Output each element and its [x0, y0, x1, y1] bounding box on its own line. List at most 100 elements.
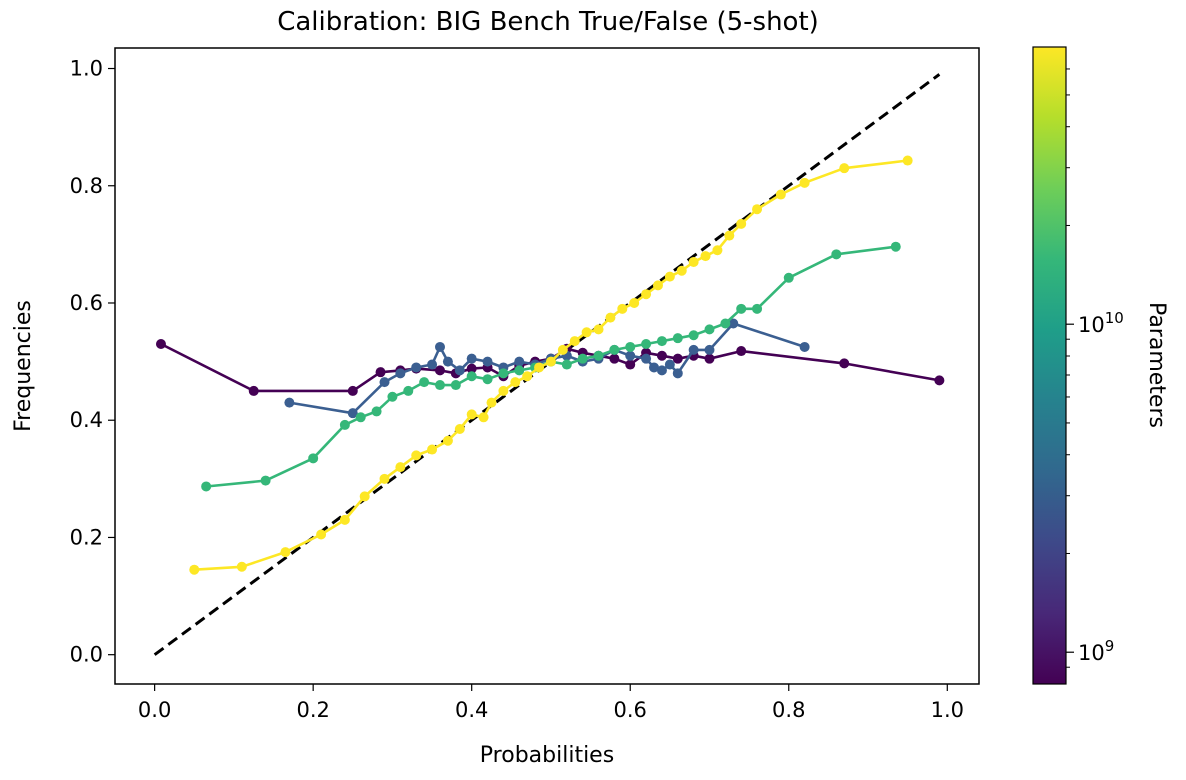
series-3-point — [629, 297, 640, 308]
series-3-point — [442, 435, 453, 446]
series-0-point — [434, 365, 445, 376]
series-3-point — [522, 371, 533, 382]
series-0 — [155, 339, 945, 396]
colorbar-label: Parameters — [1144, 302, 1169, 428]
series-3-point — [316, 529, 327, 540]
series-2-point — [783, 272, 794, 283]
series-0-line — [160, 342, 940, 393]
series-3-point — [775, 189, 786, 200]
series-1-point — [395, 368, 406, 379]
colorbar: 109 1010 Parameters — [1032, 46, 1169, 685]
series-2-point — [308, 453, 319, 464]
series-3-point — [395, 462, 406, 473]
chart-title: Calibration: BIG Bench True/False (5-sho… — [277, 7, 819, 37]
series-0-point — [248, 385, 259, 396]
series-3-point — [534, 362, 545, 373]
x-tick-label: 0.0 — [138, 698, 171, 722]
series-0-point — [672, 353, 683, 364]
series-1-point — [434, 341, 445, 352]
series-0-point — [656, 350, 667, 361]
series-0-point — [934, 375, 945, 386]
series-1-point — [704, 344, 715, 355]
series-2-point — [672, 333, 683, 344]
x-axis: 0.0 0.2 0.4 0.6 0.8 1.0 — [138, 684, 964, 722]
series-3-point — [411, 450, 422, 461]
series-0-point — [736, 346, 747, 357]
series-2-point — [514, 365, 525, 376]
series-3-point — [498, 385, 509, 396]
series-2-point — [831, 249, 842, 260]
series-3-point — [557, 344, 568, 355]
series-1-line — [289, 322, 806, 415]
series-3-point — [280, 547, 291, 558]
series-0-point — [704, 353, 715, 364]
series-0-point — [347, 385, 358, 396]
series-3-point — [902, 155, 913, 166]
series-3-point — [617, 303, 628, 314]
series-2-point — [498, 368, 509, 379]
series-2-point — [561, 359, 572, 370]
series-3-point — [839, 163, 850, 174]
series-3-point — [593, 324, 604, 335]
series-1-point — [379, 377, 390, 388]
y-tick-label: 0.8 — [70, 174, 103, 198]
series-3-point — [359, 491, 370, 502]
series-3-point — [486, 397, 497, 408]
series-3-point — [569, 336, 580, 347]
reference-diagonal-line — [153, 73, 941, 656]
series-2-point — [419, 377, 430, 388]
series-2-point — [752, 303, 763, 314]
series-2-point — [609, 344, 620, 355]
series-2-point — [577, 353, 588, 364]
plot-frame — [114, 47, 980, 685]
series-0-point — [375, 367, 386, 378]
series-0-point — [155, 339, 166, 350]
series-1-point — [466, 353, 477, 364]
series-1-point — [482, 356, 493, 367]
series-0-point — [609, 353, 620, 364]
series-3-point — [736, 218, 747, 229]
series-3-point — [581, 327, 592, 338]
series-2-point — [403, 385, 414, 396]
series-3-point — [664, 271, 675, 282]
series-3-point — [752, 204, 763, 215]
y-tick-label: 0.4 — [70, 408, 103, 432]
series-3-point — [799, 177, 810, 188]
series-3-point — [676, 265, 687, 276]
colorbar-bar — [1032, 46, 1067, 685]
series-0-point — [625, 359, 636, 370]
series-3-point — [379, 473, 390, 484]
series-3-point — [641, 289, 652, 300]
series-3-point — [724, 230, 735, 241]
series-2-point — [704, 324, 715, 335]
series-1-point — [641, 353, 652, 364]
series-1-point — [664, 359, 675, 370]
series-2-point — [260, 475, 271, 486]
series-2-point — [450, 380, 461, 391]
series-1-point — [442, 356, 453, 367]
series-3-point — [545, 356, 556, 367]
x-tick-label: 1.0 — [931, 698, 964, 722]
series-1-point — [625, 350, 636, 361]
series-3-point — [652, 280, 663, 291]
series-3-point — [189, 564, 200, 575]
series-1-point — [411, 362, 422, 373]
series-3-point — [339, 514, 350, 525]
series-2-point — [371, 406, 382, 417]
series-1-point — [656, 365, 667, 376]
series-2-point — [387, 391, 398, 402]
series-3-point — [700, 251, 711, 262]
series-3-point — [688, 256, 699, 267]
series-0-point — [839, 358, 850, 369]
y-tick-label: 0.0 — [70, 643, 103, 667]
series-0-point — [466, 363, 477, 374]
series-2-point — [339, 419, 350, 430]
series-1-point — [427, 359, 438, 370]
series-1-point — [284, 397, 295, 408]
plot-area — [153, 73, 945, 656]
x-tick-label: 0.6 — [614, 698, 647, 722]
series-2-point — [593, 350, 604, 361]
series-2-point — [641, 339, 652, 350]
colorbar-tick-label: 1010 — [1078, 309, 1124, 337]
series-2-point — [466, 371, 477, 382]
